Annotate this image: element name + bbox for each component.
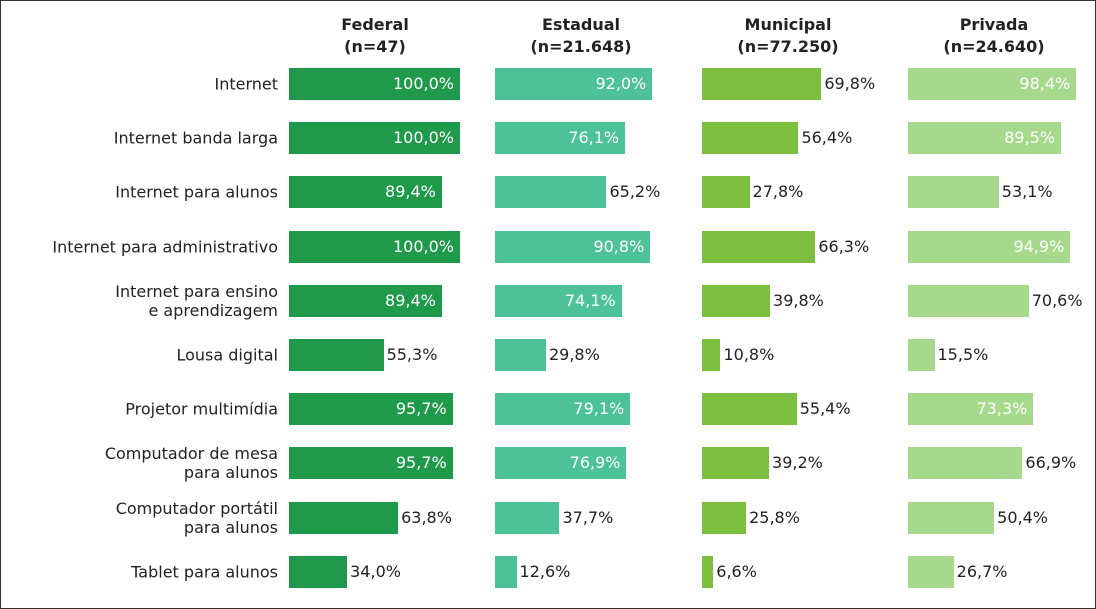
- value-label: 92,0%: [595, 74, 647, 93]
- bar: [908, 122, 1062, 155]
- bar: [289, 447, 453, 480]
- bar: [289, 284, 442, 317]
- bar: [495, 176, 607, 209]
- bar: [908, 393, 1034, 426]
- value-label: 53,1%: [1001, 182, 1053, 202]
- bar: [495, 230, 651, 263]
- value-label: 56,4%: [801, 128, 853, 148]
- value-label: 37,7%: [562, 507, 614, 527]
- value-label: 89,5%: [1004, 128, 1056, 148]
- series-note: (n=24.640): [943, 37, 1045, 56]
- category-label: Internet para ensino e aprendizagem: [115, 281, 278, 320]
- series-name: Privada: [959, 15, 1029, 34]
- value-label: 27,8%: [752, 182, 804, 202]
- value-label: 55,3%: [386, 345, 438, 364]
- category-label: Tablet para alunos: [131, 562, 278, 582]
- bar: [908, 555, 954, 588]
- bar: [495, 122, 626, 155]
- bar: [908, 176, 999, 209]
- value-label: 29,8%: [548, 345, 600, 364]
- bar: [702, 176, 750, 209]
- value-label: 65,2%: [609, 182, 661, 202]
- value-label: 89,4%: [385, 290, 436, 310]
- bar: [702, 555, 714, 588]
- value-label: 12,6%: [519, 561, 571, 581]
- bar: [289, 176, 442, 209]
- bar: [289, 122, 460, 155]
- value-label: 66,3%: [818, 236, 870, 256]
- category-label: Computador de mesa para alunos: [104, 444, 278, 483]
- series-name: Federal: [341, 15, 409, 34]
- bar: [495, 339, 546, 371]
- bar: [289, 501, 399, 534]
- value-label: 63,8%: [401, 507, 452, 527]
- category-label: Computador portátil para alunos: [115, 498, 278, 537]
- category-label: Internet: [214, 74, 278, 94]
- value-label: 95,7%: [395, 399, 447, 419]
- value-label: 34,0%: [350, 561, 401, 581]
- bar: [702, 393, 797, 426]
- value-label: 10,8%: [723, 345, 775, 364]
- value-label: 73,3%: [976, 399, 1028, 419]
- bar: [702, 230, 816, 263]
- value-label: 26,7%: [956, 561, 1008, 581]
- value-label: 89,4%: [385, 182, 436, 202]
- category-label: Internet para administrativo: [52, 237, 278, 257]
- bar: [495, 68, 653, 100]
- value-label: 79,1%: [573, 399, 625, 419]
- bar: [702, 339, 721, 371]
- value-label: 76,1%: [568, 128, 620, 148]
- series-name: Municipal: [744, 15, 832, 34]
- bar: [908, 230, 1071, 263]
- bar: [908, 339, 935, 371]
- value-label: 25,8%: [749, 507, 800, 527]
- bar: [289, 339, 384, 371]
- bar: [289, 555, 348, 588]
- value-label: 66,9%: [1025, 453, 1077, 473]
- series-note: (n=21.648): [530, 37, 632, 56]
- bar: [495, 555, 517, 588]
- bar: [495, 284, 622, 317]
- bar: [495, 447, 627, 480]
- bar: [289, 393, 453, 426]
- series-name: Estadual: [541, 15, 621, 34]
- bar: [289, 230, 460, 263]
- bar: [702, 501, 747, 534]
- value-label: 100,0%: [392, 128, 454, 148]
- value-label: 95,7%: [395, 453, 447, 473]
- bar: [908, 501, 995, 534]
- bar: [702, 284, 771, 317]
- value-label: 15,5%: [937, 345, 989, 364]
- series-note: (n=47): [344, 37, 406, 56]
- bar: [702, 447, 770, 480]
- value-label: 39,8%: [773, 290, 824, 310]
- bar: [908, 447, 1023, 480]
- value-label: 55,4%: [799, 399, 851, 419]
- value-label: 74,1%: [564, 290, 616, 310]
- value-label: 6,6%: [716, 561, 757, 581]
- value-label: 39,2%: [772, 453, 823, 473]
- bar: [289, 68, 460, 100]
- value-label: 76,9%: [569, 453, 621, 473]
- bar: [908, 68, 1077, 100]
- value-label: 69,8%: [824, 74, 876, 93]
- category-label: Internet para alunos: [115, 182, 278, 202]
- value-label: 100,0%: [392, 236, 454, 256]
- value-label: 90,8%: [593, 236, 645, 256]
- bar: [702, 122, 799, 155]
- value-label: 70,6%: [1031, 290, 1083, 310]
- category-label: Lousa digital: [176, 345, 278, 365]
- value-label: 98,4%: [1019, 74, 1071, 93]
- value-label: 50,4%: [997, 507, 1048, 527]
- series-note: (n=77.250): [737, 37, 839, 56]
- category-label: Projetor multimídia: [125, 399, 278, 419]
- bar: [908, 284, 1029, 317]
- value-label: 94,9%: [1013, 236, 1065, 256]
- value-label: 100,0%: [392, 74, 454, 93]
- bar: [702, 68, 822, 100]
- bar: [495, 501, 560, 534]
- bar: [495, 393, 631, 426]
- category-label: Internet banda larga: [113, 128, 278, 148]
